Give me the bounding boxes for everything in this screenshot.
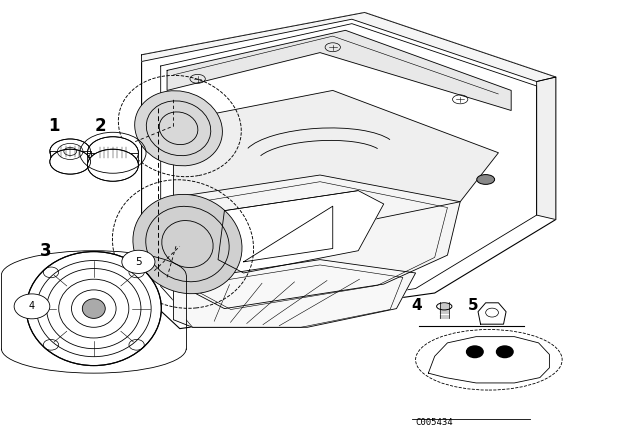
Polygon shape [173,175,460,309]
Polygon shape [141,13,556,329]
Text: 2: 2 [94,117,106,135]
Text: 4: 4 [412,298,422,314]
Polygon shape [88,153,138,165]
Polygon shape [141,13,556,82]
Ellipse shape [88,137,138,169]
Ellipse shape [50,139,91,164]
Polygon shape [537,77,556,220]
Ellipse shape [133,194,242,294]
Polygon shape [167,30,511,111]
Text: 5: 5 [135,257,141,267]
Circle shape [497,346,513,358]
Ellipse shape [436,303,452,310]
Text: 4: 4 [29,302,35,311]
Text: 1: 1 [48,117,60,135]
Ellipse shape [83,299,105,319]
Circle shape [467,346,483,358]
Text: 3: 3 [40,242,52,260]
Polygon shape [173,260,415,327]
Ellipse shape [88,149,138,181]
Polygon shape [218,190,384,273]
Text: C005434: C005434 [415,418,453,426]
Polygon shape [50,151,91,162]
Ellipse shape [134,91,222,166]
Polygon shape [478,303,506,324]
Polygon shape [173,90,499,233]
Ellipse shape [14,294,50,319]
Text: 5: 5 [468,298,478,314]
Ellipse shape [26,252,161,366]
Ellipse shape [477,175,495,185]
Polygon shape [428,336,549,383]
Ellipse shape [122,250,155,273]
Ellipse shape [50,149,91,174]
